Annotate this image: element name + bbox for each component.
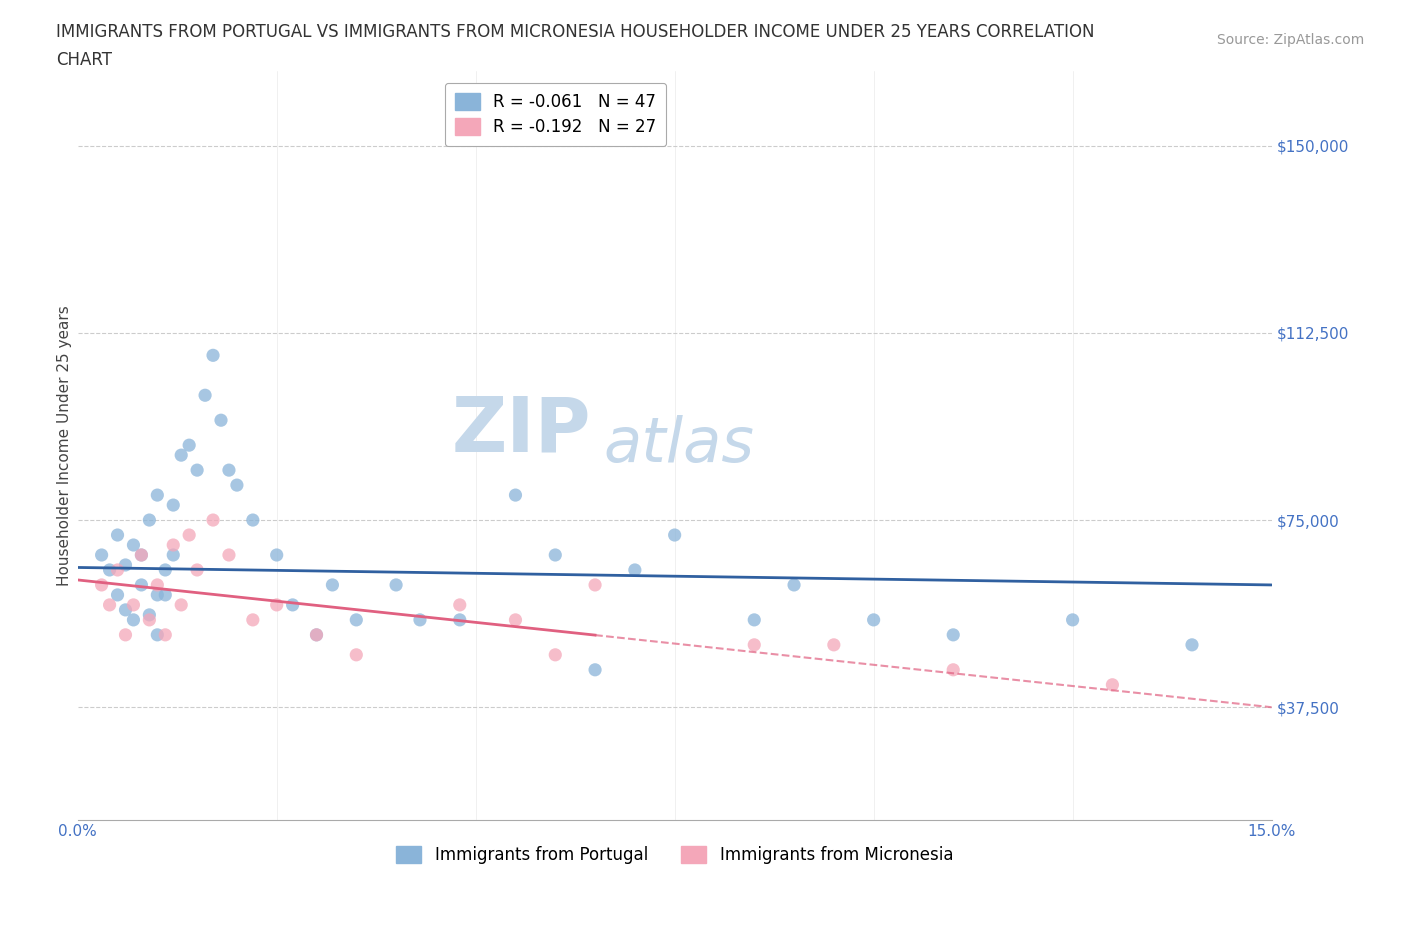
Point	[114, 557, 136, 572]
Point	[624, 563, 647, 578]
Point	[131, 548, 153, 563]
Point	[305, 628, 328, 643]
Point	[544, 548, 567, 563]
Point	[146, 628, 169, 643]
Point	[505, 613, 527, 628]
Point	[242, 613, 264, 628]
Point	[305, 628, 328, 643]
Point	[664, 527, 686, 542]
Point	[138, 607, 160, 622]
Point	[742, 637, 765, 652]
Point	[823, 637, 845, 652]
Point	[226, 478, 249, 493]
Point	[242, 512, 264, 527]
Point	[194, 388, 217, 403]
Point	[162, 538, 184, 552]
Point	[218, 463, 240, 478]
Text: Source: ZipAtlas.com: Source: ZipAtlas.com	[1216, 33, 1364, 46]
Point	[138, 512, 160, 527]
Point	[385, 578, 408, 592]
Point	[942, 628, 965, 643]
Point	[344, 647, 367, 662]
Point	[186, 463, 208, 478]
Text: ZIP: ZIP	[451, 393, 591, 467]
Point	[138, 613, 160, 628]
Point	[155, 563, 177, 578]
Point	[742, 613, 765, 628]
Point	[583, 578, 606, 592]
Point	[98, 563, 121, 578]
Point	[1181, 637, 1204, 652]
Point	[155, 628, 177, 643]
Point	[409, 613, 432, 628]
Point	[107, 527, 129, 542]
Point	[162, 498, 184, 512]
Text: CHART: CHART	[56, 51, 112, 69]
Point	[266, 597, 288, 612]
Point	[122, 538, 145, 552]
Point	[90, 548, 112, 563]
Point	[98, 597, 121, 612]
Point	[186, 563, 208, 578]
Point	[146, 588, 169, 603]
Point	[131, 548, 153, 563]
Point	[449, 597, 471, 612]
Point	[146, 578, 169, 592]
Text: atlas: atlas	[603, 415, 754, 475]
Point	[1101, 677, 1123, 692]
Point	[1062, 613, 1084, 628]
Point	[449, 613, 471, 628]
Point	[179, 438, 201, 453]
Point	[131, 578, 153, 592]
Point	[122, 613, 145, 628]
Point	[90, 578, 112, 592]
Point	[505, 487, 527, 502]
Y-axis label: Householder Income Under 25 years: Householder Income Under 25 years	[58, 305, 72, 586]
Point	[170, 447, 193, 462]
Point	[202, 348, 225, 363]
Point	[544, 647, 567, 662]
Point	[114, 603, 136, 618]
Point	[942, 662, 965, 677]
Point	[209, 413, 232, 428]
Point	[281, 597, 304, 612]
Point	[179, 527, 201, 542]
Point	[107, 588, 129, 603]
Point	[344, 613, 367, 628]
Point	[114, 628, 136, 643]
Text: IMMIGRANTS FROM PORTUGAL VS IMMIGRANTS FROM MICRONESIA HOUSEHOLDER INCOME UNDER : IMMIGRANTS FROM PORTUGAL VS IMMIGRANTS F…	[56, 23, 1095, 41]
Point	[783, 578, 806, 592]
Point	[146, 487, 169, 502]
Point	[107, 563, 129, 578]
Point	[218, 548, 240, 563]
Point	[202, 512, 225, 527]
Legend: Immigrants from Portugal, Immigrants from Micronesia: Immigrants from Portugal, Immigrants fro…	[389, 840, 960, 871]
Point	[266, 548, 288, 563]
Point	[155, 588, 177, 603]
Point	[122, 597, 145, 612]
Point	[162, 548, 184, 563]
Point	[321, 578, 343, 592]
Point	[862, 613, 884, 628]
Point	[583, 662, 606, 677]
Point	[170, 597, 193, 612]
